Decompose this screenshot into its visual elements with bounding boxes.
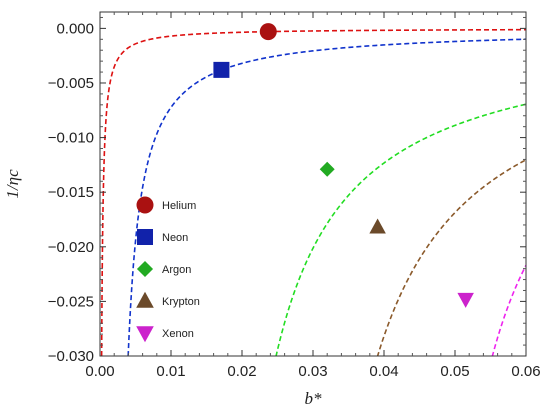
legend-item-xenon: Xenon (136, 326, 194, 343)
y-tick-label: −0.010 (48, 130, 94, 147)
legend-label: Argon (162, 264, 191, 276)
curve-krypton (376, 159, 526, 356)
x-tick-label: 0.04 (369, 363, 398, 380)
marker-argon (319, 161, 335, 177)
legend-marker-helium (136, 196, 154, 214)
x-tick-label: 0.01 (156, 363, 185, 380)
legend-item-helium: Helium (136, 196, 196, 214)
x-tick-label: 0.05 (440, 363, 469, 380)
legend-item-neon: Neon (137, 229, 188, 245)
legend-item-krypton: Krypton (136, 291, 200, 308)
data-markers (213, 23, 474, 308)
legend-marker-krypton (136, 291, 154, 308)
x-tick-label: 0.06 (511, 363, 540, 380)
legend-label: Xenon (162, 328, 194, 340)
y-tick-label: 0.000 (56, 20, 94, 37)
legend: Helium Neon Argon Krypton Xenon (136, 196, 200, 343)
series-curves (100, 28, 526, 356)
legend-label: Helium (162, 200, 196, 212)
marker-krypton (369, 218, 386, 234)
legend-label: Neon (162, 232, 188, 244)
curve-xenon (491, 264, 526, 356)
legend-marker-argon (136, 260, 154, 278)
x-tick-label: 0.03 (298, 363, 327, 380)
x-axis-label: b* (305, 389, 323, 408)
legend-marker-neon (137, 229, 153, 245)
x-tick-label: 0.00 (85, 363, 114, 380)
y-tick-label: −0.020 (48, 239, 94, 256)
marker-neon (213, 61, 230, 78)
legend-marker-xenon (136, 326, 154, 343)
y-tick-label: −0.030 (48, 348, 94, 365)
curve-argon (275, 103, 526, 356)
x-tick-label: 0.02 (227, 363, 256, 380)
marker-xenon (457, 292, 474, 308)
y-tick-label: −0.025 (48, 293, 94, 310)
y-tick-label: −0.005 (48, 75, 94, 92)
y-axis-label: 1/ηc (3, 169, 22, 199)
y-tick-label: −0.015 (48, 184, 94, 201)
marker-helium (259, 23, 277, 41)
legend-item-argon: Argon (136, 260, 191, 278)
legend-label: Krypton (162, 296, 200, 308)
axis-ticks: 0.00 0.01 0.02 0.03 0.04 0.05 0.06 0.000 −0.005 −… (48, 12, 541, 380)
